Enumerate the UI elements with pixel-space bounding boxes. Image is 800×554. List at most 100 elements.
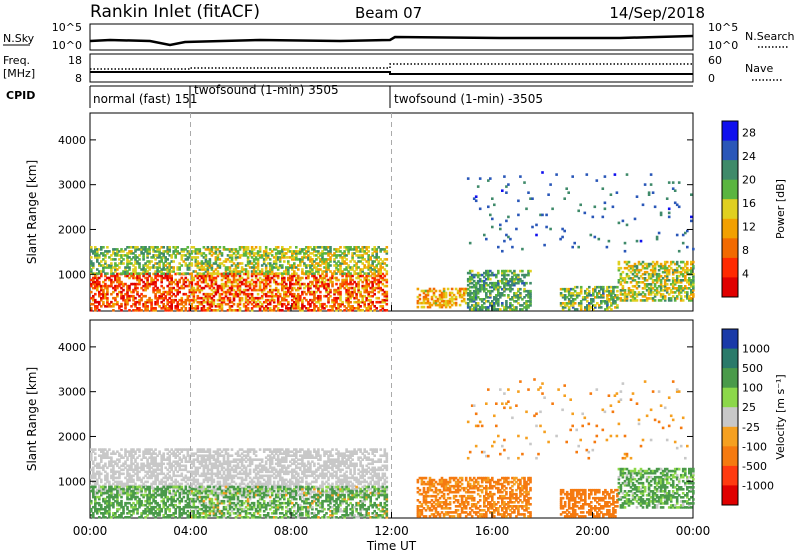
power-cell	[309, 270, 312, 273]
power-cell	[164, 272, 167, 276]
power-cell	[142, 254, 145, 257]
power-cell	[188, 268, 192, 271]
power-cell	[319, 280, 322, 284]
power-cell	[90, 302, 93, 306]
power-cell	[468, 281, 472, 285]
power-cell	[264, 300, 268, 304]
power-cell	[379, 280, 382, 284]
power-cell	[684, 295, 687, 298]
power-cell	[567, 191, 570, 194]
power-cell	[385, 302, 389, 306]
power-cell	[198, 302, 202, 306]
power-cell	[505, 273, 508, 277]
power-cell	[659, 299, 663, 302]
power-cell	[339, 290, 342, 294]
power-cell	[515, 308, 518, 311]
power-cell	[172, 250, 175, 253]
power-cell	[493, 285, 496, 289]
power-cell	[166, 246, 169, 249]
power-cell	[371, 282, 374, 286]
velocity-cell	[104, 462, 107, 466]
power-cell	[90, 282, 93, 286]
power-cell	[138, 264, 141, 267]
power-cell	[623, 295, 627, 298]
power-cell	[204, 280, 208, 284]
power-cell	[112, 266, 115, 269]
power-cell	[513, 294, 516, 297]
power-cell	[102, 284, 105, 288]
power-cell	[606, 304, 609, 307]
power-cell	[359, 254, 362, 257]
power-cell	[525, 308, 528, 311]
power-cell	[220, 305, 224, 308]
velocity-cell	[112, 472, 115, 476]
power-cell	[688, 281, 691, 284]
power-cell	[315, 305, 318, 308]
power-cell	[381, 266, 385, 269]
power-cell	[268, 264, 272, 267]
power-cell	[138, 298, 141, 302]
power-cell	[527, 296, 530, 299]
power-cell	[156, 254, 159, 257]
power-cell	[106, 286, 109, 290]
power-colorbar-segment	[722, 160, 738, 181]
power-cell	[196, 307, 200, 310]
velocity-cell	[208, 458, 212, 461]
power-cell	[692, 281, 695, 284]
power-cell	[299, 252, 302, 255]
power-cell	[321, 305, 324, 308]
power-cell	[661, 270, 665, 274]
power-cell	[375, 256, 378, 259]
power-cell	[313, 302, 316, 306]
velocity-cell	[96, 478, 99, 482]
power-cell	[357, 288, 360, 292]
power-cell	[156, 266, 159, 269]
power-cell	[371, 288, 374, 292]
velocity-cell	[128, 476, 131, 480]
power-cell	[379, 272, 382, 275]
power-cell	[98, 284, 101, 288]
power-cell	[228, 250, 232, 253]
velocity-cell	[212, 464, 216, 468]
power-cell	[525, 302, 528, 305]
power-cell	[690, 281, 693, 284]
velocity-cell	[148, 468, 151, 472]
velocity-cell	[238, 482, 242, 486]
velocity-cell	[194, 458, 198, 461]
velocity-cell	[130, 458, 133, 461]
velocity-cell	[222, 478, 226, 482]
power-cell	[470, 304, 474, 307]
power-cell	[617, 279, 621, 282]
power-cell	[480, 306, 484, 309]
power-cell	[335, 254, 338, 257]
velocity-cell	[100, 448, 103, 451]
power-cell	[573, 285, 577, 289]
velocity-cell	[250, 482, 254, 486]
velocity-cell	[148, 462, 151, 466]
power-cell	[416, 305, 420, 309]
power-cell	[244, 278, 248, 282]
velocity-cell	[152, 450, 155, 453]
power-cell	[222, 272, 226, 275]
velocity-cell	[154, 468, 157, 472]
power-cell	[625, 293, 629, 296]
velocity-cell	[224, 468, 228, 472]
power-cell	[244, 254, 248, 257]
power-cell	[309, 266, 312, 269]
power-cell	[126, 300, 129, 304]
power-cell	[357, 286, 360, 290]
power-cell	[307, 258, 310, 261]
power-cell	[238, 288, 242, 292]
power-cell	[291, 250, 294, 253]
power-cell	[673, 279, 677, 282]
power-cell	[196, 305, 200, 308]
power-cell	[256, 250, 260, 253]
power-cell	[154, 250, 157, 253]
power-cell	[317, 272, 320, 275]
velocity-cell	[188, 460, 192, 463]
power-cell	[144, 268, 147, 271]
power-cell	[472, 296, 476, 299]
velocity-cell	[170, 482, 173, 486]
power-cell	[529, 292, 532, 295]
power-cell	[659, 211, 663, 215]
